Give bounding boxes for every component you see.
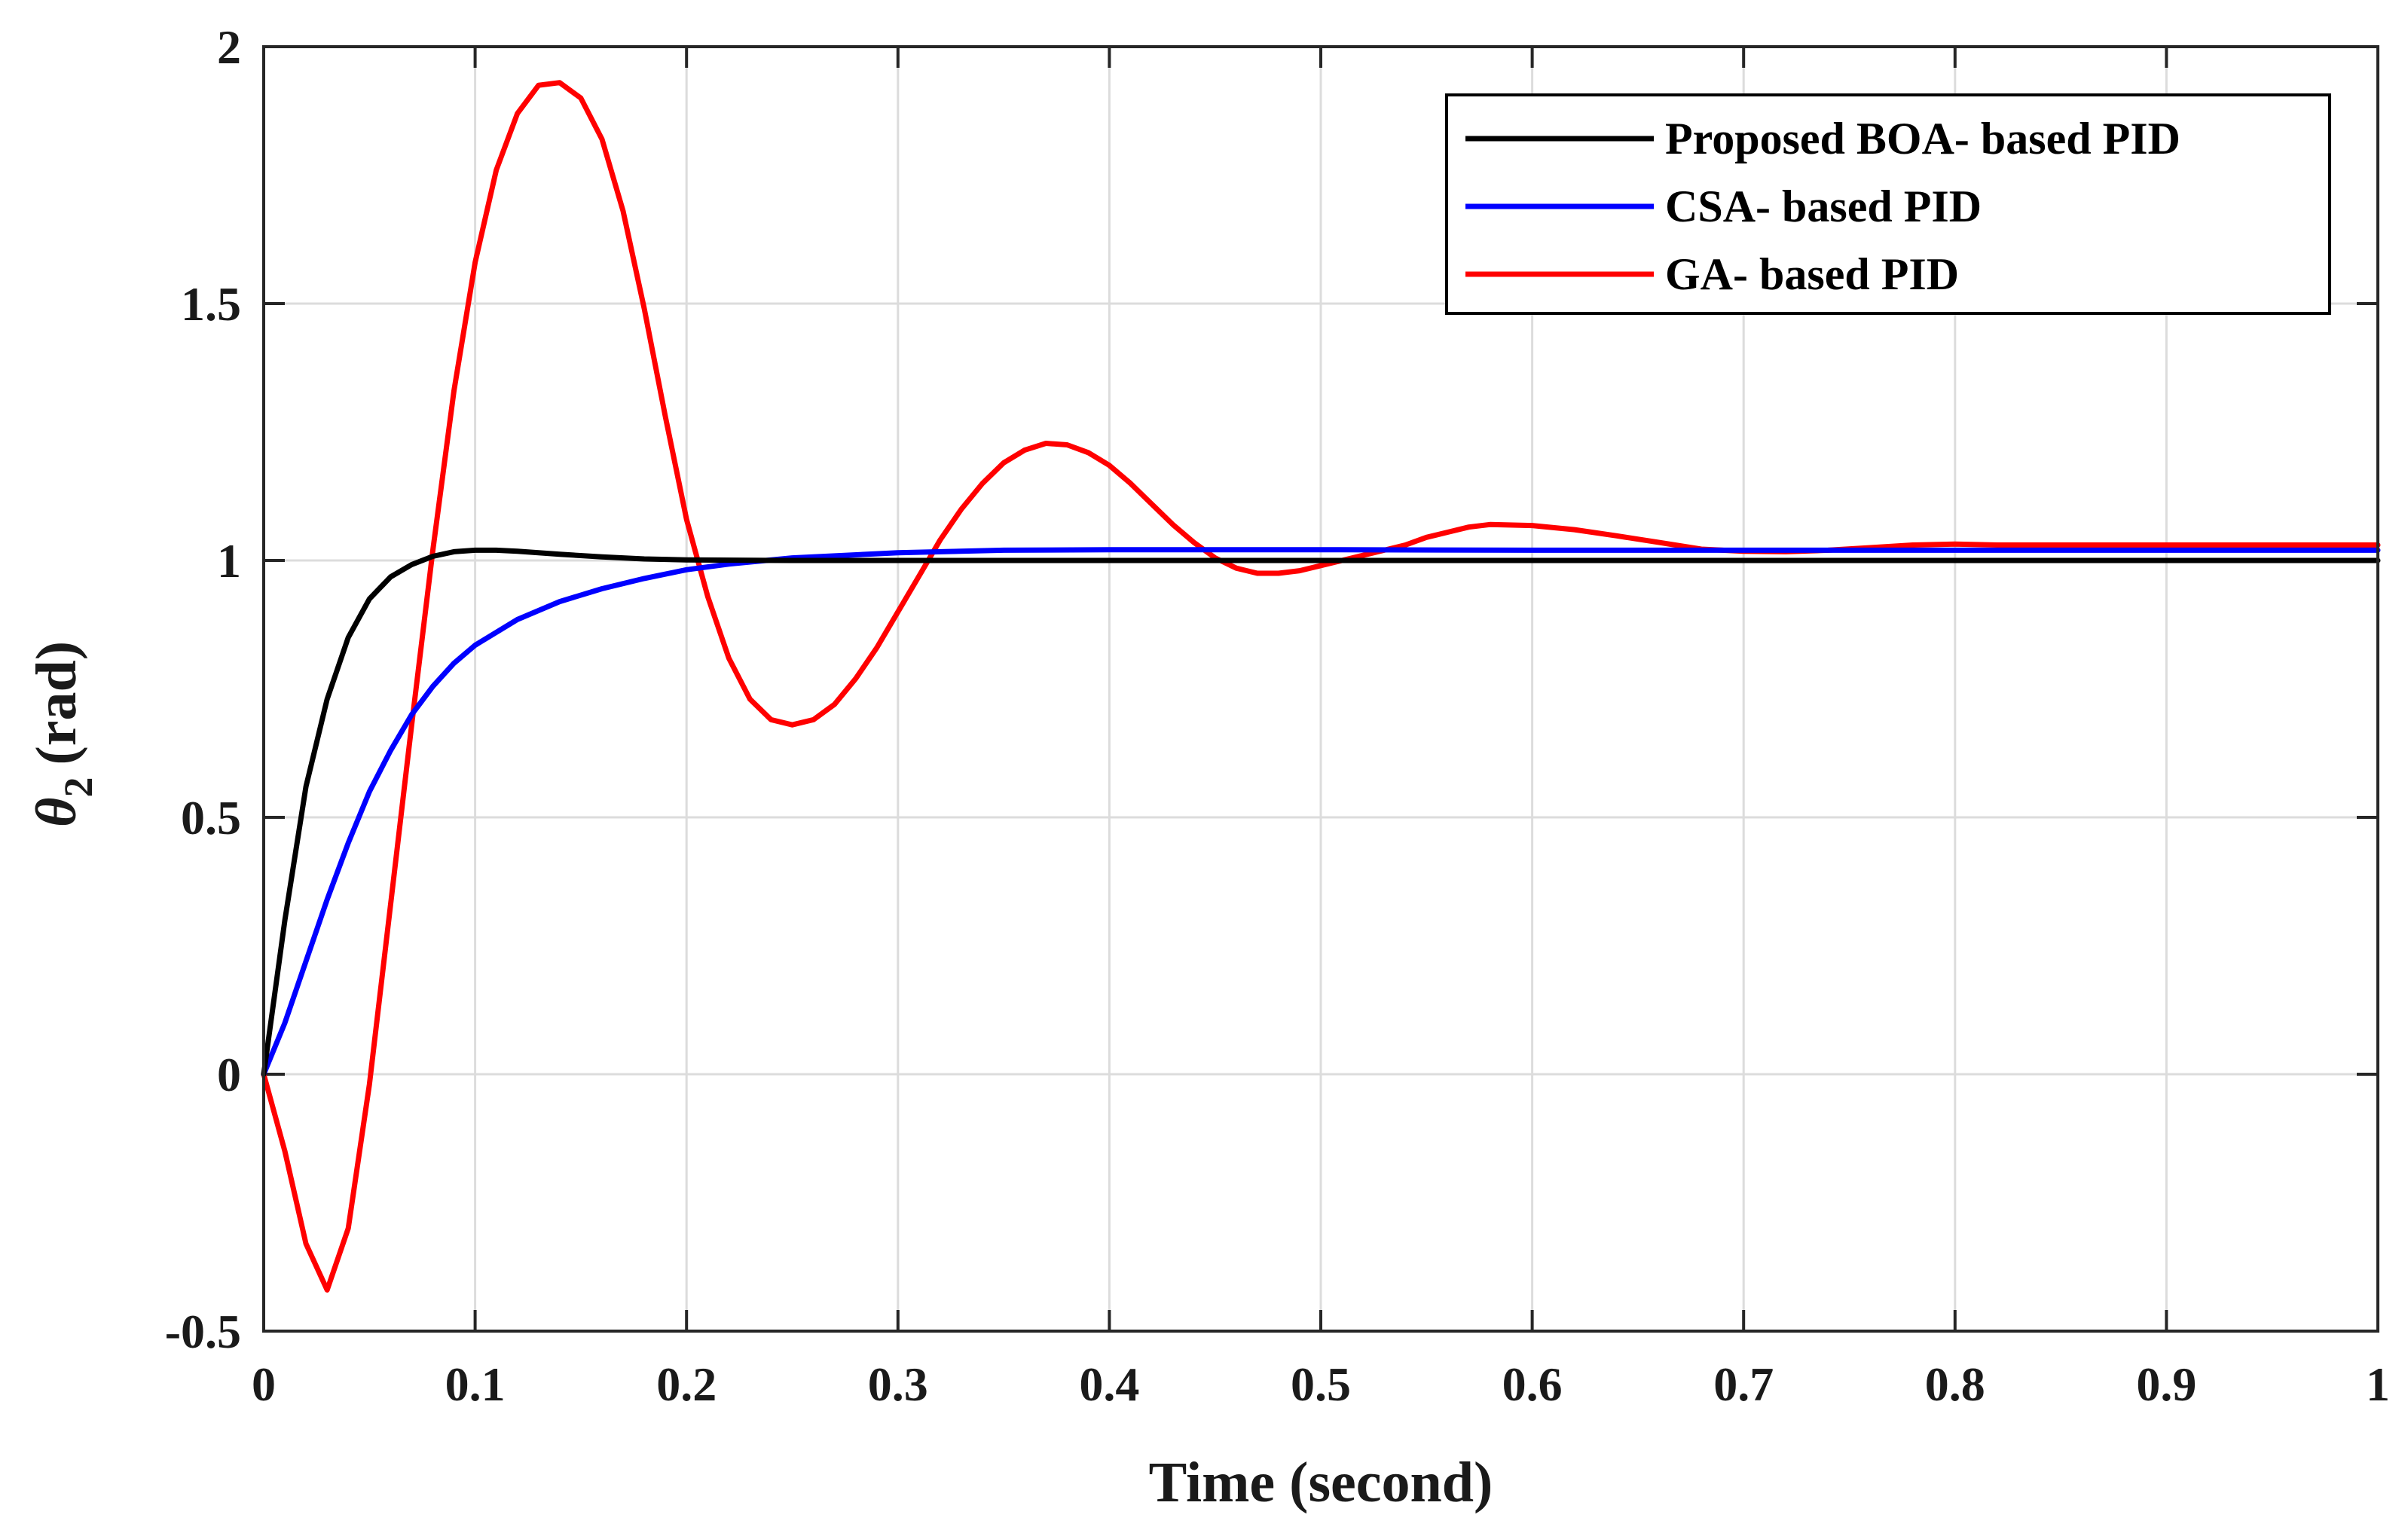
y-axis-label-symbol: θ [25, 798, 88, 827]
y-tick-label: 0.5 [181, 791, 241, 844]
legend-entry: GA- based PID [1665, 249, 1959, 299]
plot-frame [262, 45, 2379, 1333]
x-tick-label: 0 [252, 1357, 276, 1411]
y-tick-label: 0 [217, 1048, 241, 1101]
x-tick-label: 0.6 [1502, 1357, 1563, 1411]
x-tick-label: 0.7 [1713, 1357, 1774, 1411]
x-axis-label: Time (second) [1149, 1451, 1493, 1514]
x-tick-label: 0.2 [656, 1357, 717, 1411]
y-tick-label: 1 [217, 534, 241, 588]
y-axis-label: θ2 (rad) [25, 641, 101, 827]
y-tick-label: -0.5 [165, 1305, 241, 1358]
series-line-1 [261, 547, 2381, 1077]
x-tick-label: 0.9 [2136, 1357, 2196, 1411]
legend: Proposed BOA- based PID CSA- based PID GA-… [1445, 93, 2331, 315]
series-line-0 [261, 547, 2381, 1077]
x-tick-label: 0.8 [1925, 1357, 1985, 1411]
y-tick-label: 1.5 [181, 277, 241, 331]
svg-text:θ2(rad): θ2 (rad) [25, 641, 101, 827]
x-tick-label: 0.4 [1079, 1357, 1139, 1411]
x-tick-label: 1 [2366, 1357, 2390, 1411]
legend-entry: Proposed BOA- based PID [1665, 114, 2180, 163]
legend-entry: CSA- based PID [1665, 182, 1982, 231]
tick-labels: 0 0.1 0.2 0.3 0.4 0.5 0.6 0.7 0.8 0.9 1-0.500.511.… [165, 20, 2390, 1411]
y-axis-label-unit: (rad) [25, 641, 88, 765]
x-tick-label: 0.3 [868, 1357, 928, 1411]
series-layer [261, 80, 2381, 1293]
x-tick-label: 0.1 [445, 1357, 506, 1411]
x-tick-label: 0.5 [1291, 1357, 1351, 1411]
y-tick-label: 2 [217, 20, 241, 74]
y-axis-label-subscript: 2 [56, 777, 101, 798]
